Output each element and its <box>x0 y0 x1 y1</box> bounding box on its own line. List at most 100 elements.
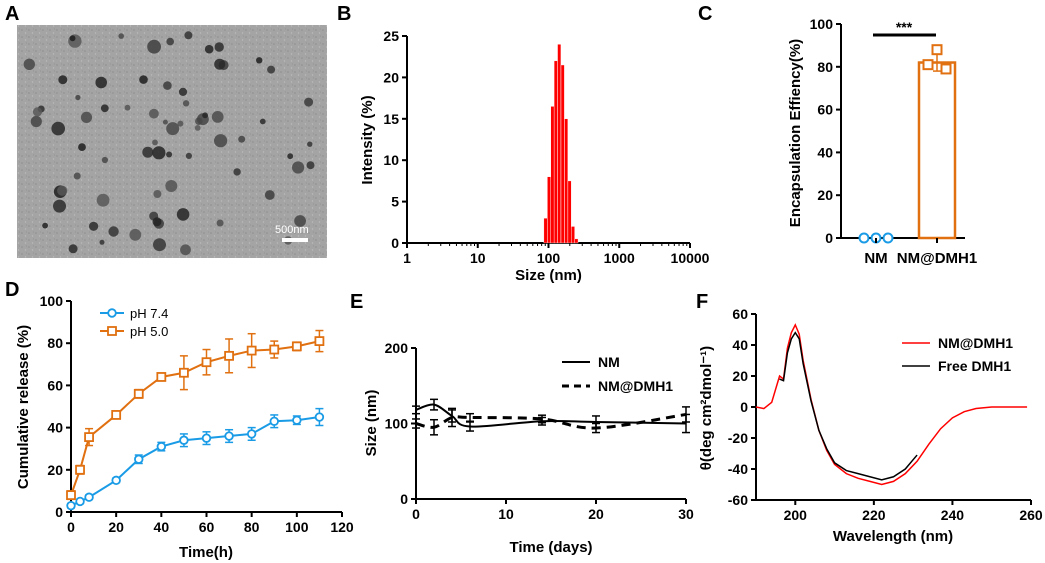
chart-c-ytick-label: 20 <box>817 187 833 203</box>
nanoparticle <box>264 190 275 200</box>
nanoparticle <box>23 58 35 70</box>
chart-d-ytick-label: 20 <box>47 462 63 478</box>
chart-c-ytick-label: 100 <box>810 16 834 32</box>
panel-label-b: B <box>337 3 351 25</box>
chart-b-bar <box>547 176 551 244</box>
nanoparticle <box>165 180 178 192</box>
nanoparticle <box>51 121 65 136</box>
chart-c-ytick-label: 40 <box>817 144 833 160</box>
chart-d-legend-label: pH 7.4 <box>130 306 168 321</box>
nanoparticle <box>287 153 294 160</box>
nanoparticle <box>306 161 315 170</box>
chart-e-xlabel: Time (days) <box>509 539 592 556</box>
nanoparticle <box>80 111 93 123</box>
chart-d-xtick-label: 20 <box>108 519 124 535</box>
nanoparticle <box>149 108 159 119</box>
nanoparticle <box>124 104 131 111</box>
chart-c-encapsulation: 0 20 40 60 80 100 NM NM@DMH1 *** Encapsulation Ef… <box>787 16 977 267</box>
nanoparticle <box>163 81 172 90</box>
chart-d-point <box>75 496 85 507</box>
chart-e-legend-label: NM@DMH1 <box>598 378 673 394</box>
nanoparticle <box>194 125 201 131</box>
nanoparticle <box>176 208 190 221</box>
nanoparticle <box>129 228 142 241</box>
chart-d-point <box>246 345 257 356</box>
nanoparticle <box>147 39 162 54</box>
chart-b-ylabel: Intensity (%) <box>359 95 376 184</box>
nanoparticle <box>238 135 246 143</box>
nanoparticle <box>32 107 43 117</box>
chart-d-ylabel: Cumulative release (%) <box>15 325 32 489</box>
nanoparticle <box>294 215 306 227</box>
chart-f-series-line <box>779 331 918 481</box>
chart-d-point <box>224 431 234 441</box>
nanoparticle <box>100 104 109 113</box>
panel-label-d: D <box>5 279 19 301</box>
chart-b-bar <box>550 106 555 244</box>
nanoparticle <box>233 168 241 176</box>
chart-e-xtick-label: 30 <box>678 506 694 522</box>
nanoparticle <box>108 226 119 237</box>
nanoparticle <box>178 87 188 96</box>
chart-e-ytick-label: 200 <box>385 340 409 356</box>
chart-c-point <box>922 59 934 71</box>
chart-d-ytick-label: 60 <box>47 377 63 393</box>
nanoparticle <box>69 35 76 42</box>
nanoparticle <box>42 222 48 229</box>
chart-d-series-line <box>70 416 320 507</box>
nanoparticle <box>267 65 276 74</box>
chart-d-legend-label: pH 5.0 <box>130 324 168 339</box>
chart-d-point <box>133 388 144 399</box>
nanoparticle <box>75 94 81 101</box>
chart-b-xtick-label: 10 <box>470 250 486 266</box>
chart-b-bar <box>571 226 575 244</box>
chart-c-point <box>940 63 952 75</box>
nanoparticle <box>216 219 224 227</box>
chart-b-bar <box>553 60 558 244</box>
nanoparticle <box>153 190 162 198</box>
chart-d-point <box>224 350 234 361</box>
chart-b-bar <box>560 64 565 244</box>
chart-d-ytick-label: 40 <box>47 420 63 436</box>
chart-c-point <box>882 232 894 244</box>
chart-d-point <box>156 441 167 452</box>
chart-d-point <box>269 344 280 355</box>
nanoparticle <box>177 120 184 127</box>
chart-f-ytick-label: -40 <box>728 461 748 477</box>
chart-d-point <box>291 341 302 352</box>
chart-d-legend-marker <box>107 326 117 336</box>
chart-d-point <box>84 432 94 442</box>
chart-d-point <box>314 412 325 422</box>
chart-f-xtick-label: 200 <box>784 507 808 523</box>
chart-d-point <box>75 464 85 475</box>
nanoparticle <box>256 57 263 64</box>
nanoparticle <box>152 146 166 160</box>
chart-e-series-line <box>415 403 687 428</box>
chart-d-point <box>179 435 189 445</box>
nanoparticle <box>214 134 228 148</box>
nanoparticle <box>259 118 266 125</box>
nanoparticle <box>68 34 82 48</box>
chart-d-xtick-label: 0 <box>67 519 75 535</box>
chart-d-xlabel: Time(h) <box>179 544 233 561</box>
chart-f-xtick-label: 260 <box>1019 507 1043 523</box>
chart-f-circular-dichroism: -60 -40 -20 0 20 40 60 200 220 240 260 NM@DMH1 Free … <box>698 306 1043 545</box>
chart-b-xtick-label: 10000 <box>671 250 710 266</box>
chart-d-point <box>246 429 257 439</box>
chart-c-ytick-label: 60 <box>817 102 833 118</box>
chart-f-xtick-label: 220 <box>862 507 886 523</box>
chart-d-release: 0 20 40 60 80 100 0 20 40 60 80 100 120 pH 7.4 pH 5.0 T… <box>15 293 354 561</box>
chart-f-ylabel: θ(deg cm²dmol⁻¹) <box>698 346 715 470</box>
nanoparticle <box>166 151 173 158</box>
nanoparticle <box>30 115 42 128</box>
nanoparticle <box>139 75 148 84</box>
chart-d-point <box>156 372 167 382</box>
chart-b-bar <box>574 238 579 244</box>
chart-d-point <box>66 500 76 511</box>
chart-d-point <box>84 492 94 502</box>
chart-d-xtick-label: 40 <box>154 519 170 535</box>
nanoparticle <box>73 172 81 180</box>
nanoparticle <box>304 97 314 107</box>
chart-f-ytick-label: 40 <box>732 337 748 353</box>
chart-f-xtick-label: 240 <box>941 507 965 523</box>
